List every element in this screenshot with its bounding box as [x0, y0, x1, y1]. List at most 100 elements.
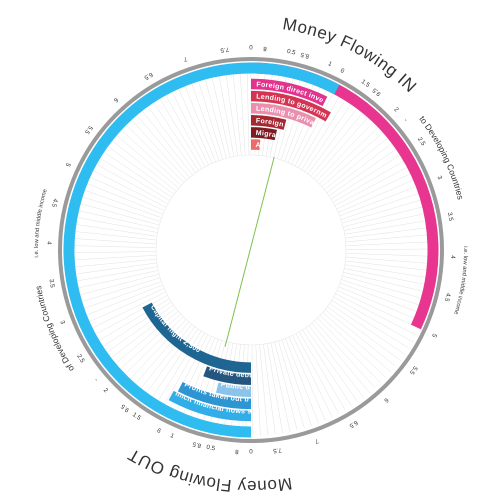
grid-line — [345, 265, 435, 279]
grid-line — [271, 343, 290, 432]
inflow-tick-label: 0 — [249, 45, 253, 52]
grid-line — [319, 121, 384, 184]
outflow-title: Money Flowing OUT — [125, 445, 294, 496]
outflow-tick-label: 2.5 — [75, 353, 86, 364]
grid-line — [149, 95, 199, 171]
grid-line — [82, 173, 165, 211]
inflow-tick-label: 4.5 — [443, 292, 452, 303]
grid-line — [65, 238, 156, 244]
grid-line — [317, 318, 381, 383]
grid-line — [340, 283, 425, 315]
outflow-tick-label: 1 — [169, 432, 175, 440]
grid-line — [327, 138, 400, 193]
inflow-tick-label: 5.5 — [408, 365, 419, 377]
grid-line — [342, 197, 429, 223]
outflow-tick-label: 4.5 — [50, 198, 59, 209]
grid-line — [329, 144, 404, 196]
grid-line — [341, 190, 427, 219]
grid-line — [256, 345, 261, 436]
grid-line — [263, 344, 275, 434]
inflow-tick-label: 9.5 — [119, 402, 131, 413]
grid-line — [322, 126, 390, 187]
inflow-tick-label: 9 — [156, 426, 163, 434]
grid-line — [125, 113, 187, 180]
grid-line — [346, 257, 437, 264]
outflow-tick-label: 4 — [45, 241, 52, 245]
grid-line — [282, 340, 312, 426]
grid-line — [345, 219, 435, 234]
inflow-tick-label: 3 — [436, 175, 444, 181]
grid-line — [110, 129, 179, 188]
center-line — [225, 157, 274, 347]
grid-line — [346, 253, 437, 256]
grid-line — [323, 312, 392, 372]
grid-line — [113, 314, 180, 375]
grid-line — [120, 118, 184, 182]
outflow-subtitle: of Developing Countries — [33, 285, 76, 374]
grid-line — [334, 297, 413, 342]
outflow-tick-label: 6.5 — [142, 71, 153, 82]
grid-line — [65, 255, 156, 260]
grid-line — [343, 205, 431, 227]
grid-line — [344, 268, 433, 286]
grid-line — [115, 124, 182, 186]
inflow-tick-label: 6.5 — [347, 419, 358, 430]
outflow-label: Profits taken out by multinationals 486 — [0, 0, 249, 404]
grid-line — [142, 99, 195, 173]
grid-line — [76, 187, 162, 218]
grid-line — [315, 321, 376, 389]
outflow-bar — [147, 305, 251, 368]
outflow-tick-label: 7.5 — [219, 46, 229, 54]
grid-line — [292, 335, 332, 417]
inflow-tick-label: 2.5 — [416, 136, 427, 147]
inner-grid-circle — [156, 155, 346, 345]
outflow-small-title: i.e. low and middle income — [34, 189, 49, 258]
grid-line — [85, 166, 166, 207]
inflow-tick-label: 0.5 — [286, 48, 296, 57]
outflow-tick-label: 9 — [339, 66, 346, 74]
grid-line — [88, 160, 168, 204]
outflow-tick-label: - — [403, 117, 410, 123]
outflow-label: Public debt service 162 — [0, 0, 250, 391]
grid-line — [344, 212, 433, 231]
grid-line — [119, 317, 184, 381]
outflow-tick-label: 8.5 — [299, 51, 310, 60]
inflow-tick-label: 1.5 — [360, 78, 372, 89]
grid-line — [96, 147, 172, 197]
grid-line — [129, 322, 188, 391]
inflow-tick-label: 1 — [327, 60, 333, 68]
inflow-tick-label: 8.5 — [191, 440, 202, 449]
inflow-tick-label: 2 — [392, 106, 400, 114]
inflow-tick-label: 7 — [313, 437, 319, 445]
grid-line — [65, 245, 156, 247]
inflow-tick-label: 4 — [449, 255, 456, 259]
grid-line — [66, 231, 157, 241]
grid-line — [317, 116, 380, 182]
grid-line — [124, 319, 186, 385]
grid-line — [203, 70, 227, 158]
grid-line — [343, 272, 431, 293]
grid-line — [71, 274, 159, 297]
grid-line — [330, 303, 405, 354]
inflow-tick-label: 7.5 — [272, 446, 282, 454]
outflow-tick-label: 5 — [64, 162, 72, 169]
outflow-tick-label: 3.5 — [47, 279, 55, 289]
grid-line — [267, 344, 282, 434]
inflow-tick-label: 5 — [430, 332, 438, 339]
grid-line — [333, 156, 412, 202]
grid-line — [168, 84, 209, 165]
grid-line — [131, 108, 190, 177]
grid-line — [346, 242, 437, 246]
grid-line — [306, 328, 358, 402]
grid-line — [340, 183, 425, 216]
grid-line — [66, 259, 157, 268]
grid-line — [339, 287, 423, 322]
outflow-tick-label: 3 — [58, 320, 66, 326]
grid-line — [342, 276, 430, 301]
outflow-tick-label: 2 — [102, 387, 110, 395]
grid-line — [345, 227, 435, 238]
grid-line — [345, 261, 435, 271]
grid-line — [100, 141, 174, 194]
